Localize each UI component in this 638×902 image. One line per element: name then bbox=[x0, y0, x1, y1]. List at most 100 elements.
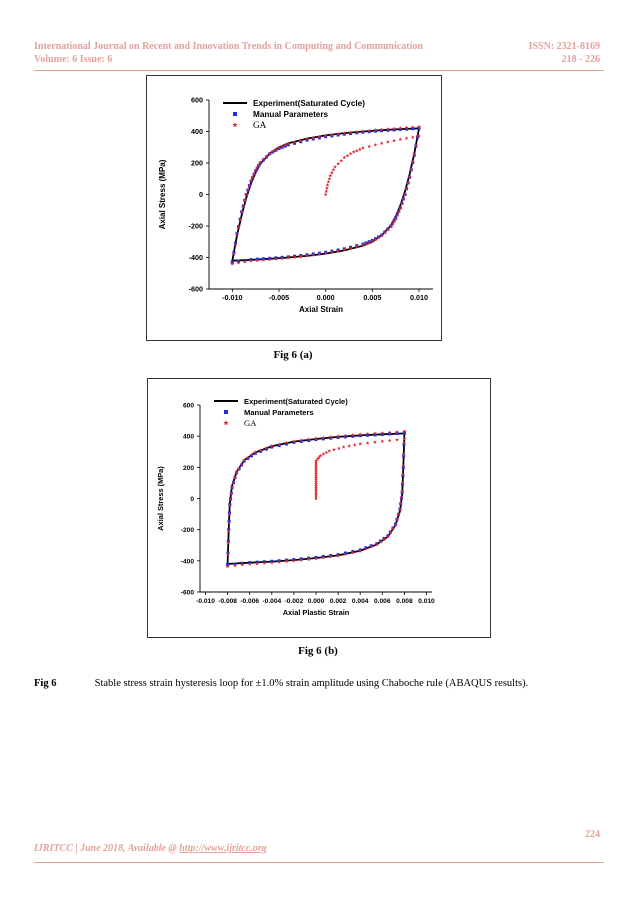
data-point bbox=[277, 560, 282, 564]
data-point bbox=[314, 461, 318, 465]
data-point bbox=[380, 439, 385, 443]
data-point bbox=[370, 239, 375, 244]
footer-link[interactable]: http://www.ijritcc.org bbox=[179, 843, 267, 854]
data-point bbox=[410, 125, 415, 129]
data-point bbox=[328, 434, 333, 439]
header-rule bbox=[34, 70, 604, 71]
data-point bbox=[267, 257, 272, 262]
data-point bbox=[336, 435, 340, 439]
data-point bbox=[238, 217, 243, 222]
data-point bbox=[385, 534, 390, 539]
data-point bbox=[323, 251, 328, 255]
data-point bbox=[342, 132, 346, 136]
data-point bbox=[361, 129, 365, 133]
journal-volume: Volume: 6 Issue: 6 bbox=[34, 54, 113, 65]
journal-title: International Journal on Recent and Inno… bbox=[34, 41, 423, 52]
data-point bbox=[331, 167, 336, 172]
data-point bbox=[374, 542, 379, 547]
data-point bbox=[332, 447, 336, 452]
data-point bbox=[378, 540, 383, 544]
data-point bbox=[382, 537, 387, 541]
data-point bbox=[399, 201, 404, 206]
data-point bbox=[329, 170, 334, 175]
data-point bbox=[404, 125, 409, 130]
data-point bbox=[314, 488, 318, 492]
data-point bbox=[241, 204, 246, 208]
data-point bbox=[379, 141, 384, 145]
data-point bbox=[336, 131, 341, 136]
data-point bbox=[264, 154, 269, 158]
data-point bbox=[314, 459, 318, 463]
data-point bbox=[403, 192, 407, 197]
data-point bbox=[379, 127, 384, 132]
data-point bbox=[387, 438, 392, 443]
data-point bbox=[393, 216, 398, 221]
data-point bbox=[402, 429, 407, 434]
data-point bbox=[367, 130, 371, 134]
data-point bbox=[327, 448, 332, 453]
data-point bbox=[250, 175, 255, 179]
data-point bbox=[249, 178, 253, 183]
data-point bbox=[354, 244, 359, 249]
data-point bbox=[358, 441, 363, 446]
data-point bbox=[329, 436, 333, 440]
data-point bbox=[284, 440, 289, 445]
data-point bbox=[357, 147, 362, 151]
data-point bbox=[395, 429, 399, 434]
data-point bbox=[398, 206, 403, 210]
legend-label: Experiment(Saturated Cycle) bbox=[253, 99, 365, 108]
data-point bbox=[333, 164, 337, 169]
data-point bbox=[406, 180, 411, 185]
data-point bbox=[363, 547, 368, 551]
data-point bbox=[306, 437, 311, 441]
data-point bbox=[390, 222, 395, 226]
data-point bbox=[325, 183, 330, 187]
figure-caption-label: Fig 6 bbox=[34, 678, 57, 689]
data-point bbox=[239, 210, 244, 214]
data-point bbox=[226, 529, 231, 533]
data-point bbox=[286, 255, 291, 260]
data-point bbox=[226, 552, 230, 557]
data-point bbox=[315, 457, 320, 461]
data-point bbox=[373, 433, 377, 437]
data-point bbox=[285, 442, 289, 446]
data-point bbox=[286, 141, 291, 146]
data-point bbox=[277, 442, 282, 446]
chart-1: -600 -400 -200 0 200 400 600 -0.010 -0.008 -0.006… bbox=[156, 397, 435, 617]
data-point bbox=[253, 450, 258, 454]
x-tick-label: 0.008 bbox=[396, 598, 413, 605]
data-point bbox=[325, 186, 329, 190]
data-point bbox=[336, 446, 341, 450]
data-point bbox=[354, 148, 359, 153]
data-point bbox=[401, 465, 405, 469]
data-point bbox=[382, 230, 387, 235]
x-tick-label: -0.008 bbox=[218, 598, 237, 605]
data-point bbox=[348, 246, 353, 250]
figure-6b-caption: Fig 6 (b) bbox=[298, 645, 338, 657]
x-axis-label: Axial Strain bbox=[299, 305, 343, 314]
data-point bbox=[233, 475, 237, 480]
data-point bbox=[227, 512, 232, 516]
y-tick-label: 400 bbox=[183, 434, 194, 441]
data-point bbox=[373, 127, 378, 132]
data-point bbox=[280, 145, 284, 149]
x-tick-label: -0.005 bbox=[269, 293, 289, 302]
data-point bbox=[253, 168, 258, 172]
data-point bbox=[233, 242, 238, 246]
data-point bbox=[385, 227, 390, 232]
y-tick-label: 400 bbox=[191, 127, 203, 136]
data-point bbox=[326, 179, 331, 184]
y-tick-label: 600 bbox=[183, 403, 194, 410]
data-point bbox=[235, 232, 239, 237]
data-point bbox=[339, 158, 344, 163]
data-point bbox=[412, 152, 417, 156]
data-point bbox=[292, 558, 296, 563]
data-point bbox=[409, 167, 414, 171]
data-point bbox=[341, 445, 346, 449]
series-star bbox=[225, 429, 407, 568]
data-point bbox=[365, 441, 370, 445]
data-point bbox=[256, 162, 261, 167]
figure-6a-caption: Fig 6 (a) bbox=[273, 349, 313, 361]
legend-label: Manual Parameters bbox=[253, 110, 329, 119]
data-point bbox=[352, 443, 357, 447]
